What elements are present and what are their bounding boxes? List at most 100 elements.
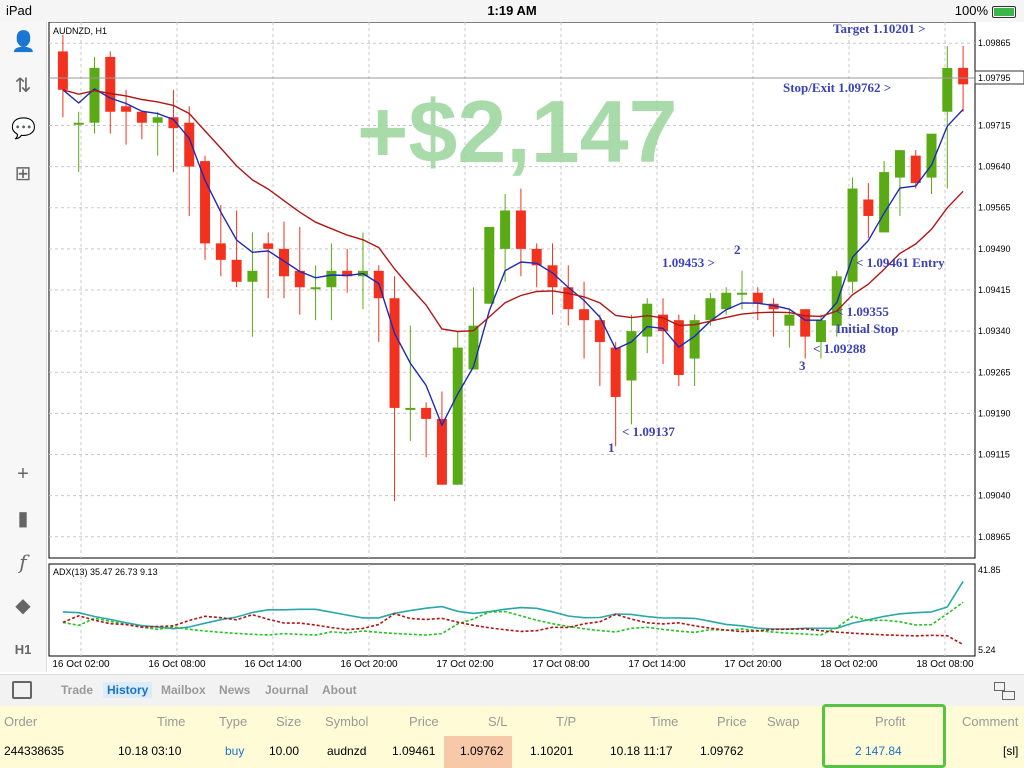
- initial-stop-price: < 1.09355: [836, 304, 889, 319]
- price-tick-label: 1.09340: [978, 326, 1011, 336]
- battery-icon: [992, 5, 1016, 18]
- bull-candle: [247, 270, 258, 282]
- calendar-icon[interactable]: [12, 681, 32, 699]
- device-label: iPad: [6, 3, 33, 18]
- cell-comment: [sl]: [1003, 744, 1019, 758]
- adx-main-line: [62, 580, 964, 630]
- objects-icon[interactable]: ◆: [15, 595, 31, 617]
- bear-candle: [610, 347, 621, 397]
- header-comment[interactable]: Comment: [962, 714, 1019, 729]
- bear-candle: [168, 117, 179, 129]
- price-tick-label: 1.09490: [978, 244, 1011, 254]
- target-annotation: Target 1.10201 >: [833, 22, 926, 36]
- chart-area[interactable]: AUDNZD, H1 ADX(13) 35.47 26.73 9.13 +$2,…: [47, 21, 1024, 672]
- bull-candle: [326, 270, 337, 288]
- indicators-icon[interactable]: f: [19, 550, 27, 574]
- bear-candle: [389, 298, 400, 408]
- bull-candle: [310, 287, 321, 290]
- bear-candle: [515, 210, 526, 249]
- header-symbol[interactable]: Symbol: [325, 714, 369, 729]
- tab-news[interactable]: News: [219, 683, 251, 697]
- tab-trade[interactable]: Trade: [61, 683, 94, 697]
- clock: 1:19 AM: [487, 3, 537, 18]
- trade-icon[interactable]: ⇅: [14, 75, 32, 97]
- cell-type: buy: [225, 744, 245, 758]
- price-chart[interactable]: AUDNZD, H1 ADX(13) 35.47 26.73 9.13 +$2,…: [47, 21, 1024, 672]
- bear-candle: [57, 51, 68, 90]
- sl-highlight: [444, 736, 512, 768]
- high2-annotation: 1.09453 >: [662, 255, 715, 270]
- battery-status: 100%: [955, 3, 1016, 18]
- price-tick-label: 1.09715: [978, 120, 1011, 130]
- header-size[interactable]: Size: [276, 714, 302, 729]
- cell-order: 244338635: [4, 744, 65, 758]
- account-icon[interactable]: 👤: [11, 31, 36, 53]
- moving-averages: [62, 88, 964, 427]
- bull-candle: [89, 67, 100, 123]
- timeframe-icon[interactable]: H1: [14, 642, 32, 657]
- header-tp[interactable]: T/P: [556, 714, 577, 729]
- cell-symbol: audnzd: [327, 744, 367, 758]
- header-price[interactable]: Price: [409, 714, 439, 729]
- header-sl[interactable]: S/L: [488, 714, 508, 729]
- bear-candle: [579, 309, 590, 321]
- label3: 3: [799, 358, 806, 373]
- header-swap[interactable]: Swap: [767, 714, 800, 729]
- bear-candle: [436, 418, 447, 485]
- candles-icon[interactable]: ▮: [17, 508, 29, 530]
- cell-open-time: 10.18 03:10: [118, 744, 182, 758]
- header-close-time[interactable]: Time: [650, 714, 679, 729]
- time-tick-label: 17 Oct 02:00: [436, 659, 494, 670]
- price-tick-label: 1.09415: [978, 285, 1011, 295]
- header-order[interactable]: Order: [4, 714, 38, 729]
- slow-ma-line: [62, 89, 964, 333]
- bear-candle: [958, 67, 969, 85]
- bull-candle: [452, 347, 463, 485]
- bull-candle: [942, 67, 953, 112]
- label2: 2: [734, 242, 741, 257]
- stop-exit-annotation: Stop/Exit 1.09762 >: [783, 80, 891, 95]
- profit-highlight-box: [822, 704, 946, 768]
- adx-label: ADX(13) 35.47 26.73 9.13: [53, 567, 158, 577]
- entry-annotation: < 1.09461 Entry: [856, 255, 945, 270]
- candles: [57, 34, 969, 502]
- adx-lines: [62, 580, 964, 646]
- adx-axis-top: 41.85: [978, 565, 1001, 575]
- bear-candle: [342, 270, 353, 277]
- tab-journal[interactable]: Journal: [265, 683, 309, 697]
- new-order-icon[interactable]: ⊞: [14, 163, 32, 185]
- bull-candle: [500, 210, 511, 249]
- time-tick-label: 18 Oct 08:00: [916, 659, 974, 670]
- tab-mailbox[interactable]: Mailbox: [161, 683, 206, 697]
- time-tick-label: 18 Oct 02:00: [820, 659, 878, 670]
- bear-candle: [105, 56, 116, 112]
- bear-candle: [231, 259, 242, 282]
- header-profit[interactable]: Profit: [875, 714, 906, 729]
- bear-candle: [547, 265, 558, 288]
- bear-candle: [184, 122, 195, 167]
- bull-candle: [894, 150, 905, 178]
- table-row[interactable]: 244338635 10.18 03:10 buy 10.00 audnzd 1…: [0, 736, 1024, 768]
- cell-close-time: 10.18 11:17: [610, 744, 673, 758]
- time-tick-label: 17 Oct 20:00: [724, 659, 782, 670]
- label1: 1: [608, 440, 615, 455]
- header-type[interactable]: Type: [219, 714, 248, 729]
- low3-annotation: < 1.09288: [813, 341, 866, 356]
- bear-candle: [910, 155, 921, 184]
- header-close-price[interactable]: Price: [717, 714, 747, 729]
- header-time[interactable]: Time: [157, 714, 186, 729]
- bear-candle: [279, 248, 289, 277]
- bull-candle: [705, 298, 716, 321]
- tab-history[interactable]: History: [103, 682, 153, 698]
- layout-icon[interactable]: [994, 682, 1015, 700]
- chat-icon[interactable]: 💬: [11, 118, 36, 140]
- bull-candle: [926, 133, 937, 178]
- crosshair-icon[interactable]: +: [17, 463, 29, 485]
- current-price-label: 1.09795: [978, 73, 1011, 83]
- bear-candle: [531, 248, 542, 266]
- history-table-header: Order Time Type Size Symbol Price S/L T/…: [0, 706, 1024, 736]
- tab-about[interactable]: About: [322, 683, 357, 697]
- symbol-label: AUDNZD, H1: [53, 26, 107, 36]
- bear-candle: [800, 309, 811, 337]
- trade-annotations: Target 1.10201 > Stop/Exit 1.09762 > < 1…: [608, 21, 945, 455]
